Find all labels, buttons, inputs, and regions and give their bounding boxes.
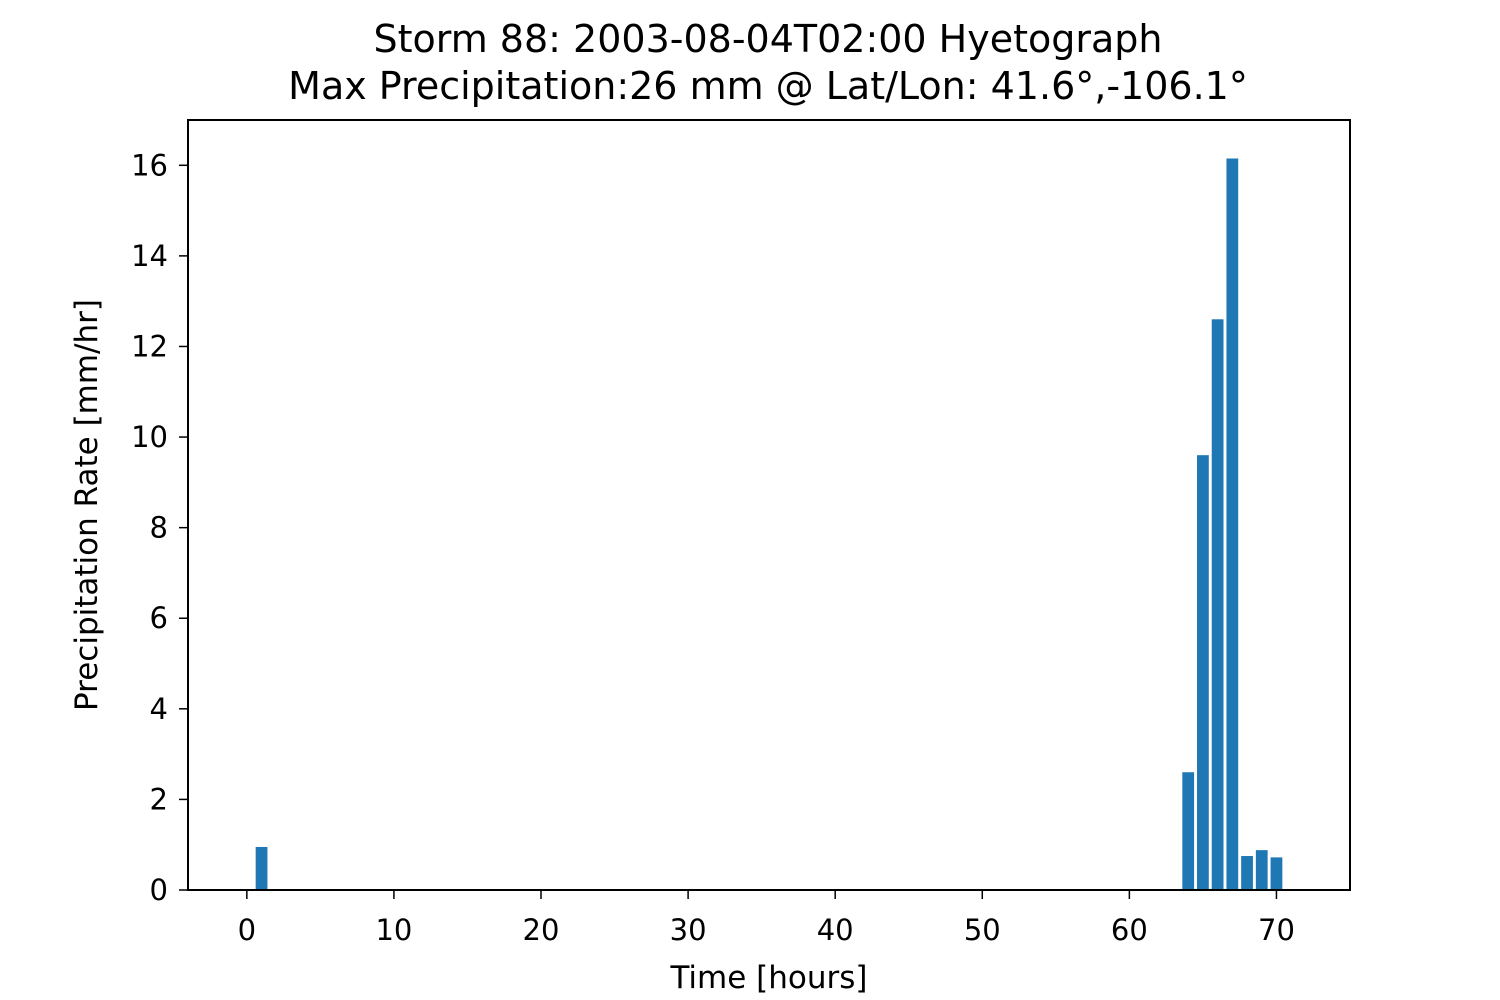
y-tick-label: 16	[131, 148, 168, 182]
chart-subtitle: Max Precipitation:26 mm @ Lat/Lon: 41.6°…	[288, 64, 1248, 108]
bar	[1211, 319, 1224, 890]
plot-area-frame	[187, 119, 1351, 891]
x-tick-label: 20	[523, 913, 560, 947]
bar	[1270, 857, 1283, 890]
bar	[1182, 772, 1195, 890]
x-tick-label: 40	[817, 913, 854, 947]
y-tick-label: 14	[131, 239, 168, 273]
bar	[1197, 455, 1209, 890]
y-tick-label: 4	[150, 692, 168, 726]
x-tick-label: 60	[1111, 913, 1148, 947]
chart-title: Storm 88: 2003-08-04T02:00 Hyetograph	[373, 17, 1162, 61]
x-tick-label: 10	[375, 913, 412, 947]
bar	[1255, 850, 1268, 890]
y-axis-label: Precipitation Rate [mm/hr]	[69, 299, 105, 711]
y-tick-label: 10	[131, 420, 168, 454]
y-tick-label: 12	[131, 329, 168, 363]
x-axis-ticks: 0 10 20 30 40 50 60 70	[238, 890, 1295, 947]
x-tick-label: 30	[670, 913, 707, 947]
y-tick-label: 6	[150, 601, 168, 635]
bar	[255, 846, 268, 890]
y-tick-label: 2	[150, 782, 168, 816]
x-tick-label: 50	[964, 913, 1001, 947]
y-axis-ticks: 0 2 4 6 8 10 12 14 16	[131, 148, 188, 907]
bar	[1226, 158, 1239, 890]
bar	[1241, 856, 1253, 890]
y-tick-label: 0	[150, 873, 168, 907]
x-tick-label: 0	[238, 913, 256, 947]
bar-series	[255, 158, 1283, 890]
y-tick-label: 8	[150, 511, 168, 545]
x-axis-label: Time [hours]	[669, 960, 867, 996]
x-tick-label: 70	[1258, 913, 1295, 947]
